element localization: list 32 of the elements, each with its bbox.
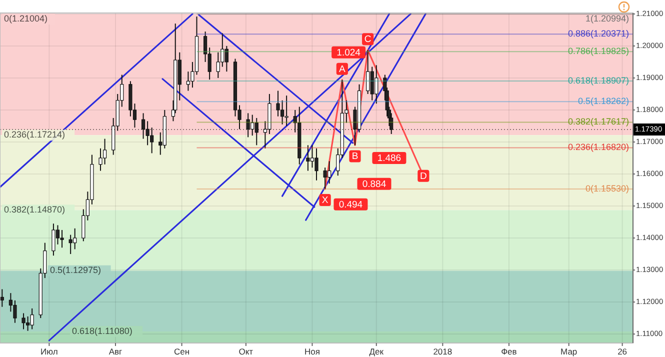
x-tick-label: Июл <box>40 346 58 356</box>
ref-line-label: 0(1.15530) <box>585 183 629 194</box>
ref-line-label: 0.886(1.20371) <box>568 28 629 38</box>
x-tick-label: Дек <box>369 346 384 356</box>
ref-line-label: 0.382(1.17617) <box>568 116 629 127</box>
x-tick-label: Сен <box>174 346 190 356</box>
annotation: B <box>352 151 358 162</box>
x-tick-label: 2018 <box>433 346 452 356</box>
band-label: 0(1.21004) <box>4 13 48 24</box>
band-label: 0.5(1.12975) <box>50 265 102 276</box>
x-tick-label: Ноя <box>304 346 320 356</box>
band-label: 0.382(1.14870) <box>4 204 66 215</box>
x-tick-label: Окт <box>238 346 254 356</box>
band-label: 0.236(1.17214) <box>4 130 66 140</box>
annotation: 0.884 <box>362 178 386 190</box>
x-tick-label: Мар <box>560 346 578 356</box>
annotation: 1.486 <box>377 153 402 164</box>
annotation: X <box>322 195 329 206</box>
ref-line-label: 0.5(1.18262) <box>578 96 629 106</box>
annotation: 0.494 <box>338 199 363 210</box>
x-tick-label: 26 <box>618 346 628 356</box>
annotation: D <box>420 170 427 182</box>
ref-line-label: 1(1.20994) <box>585 13 629 24</box>
x-tick-label: Авг <box>108 346 122 356</box>
band-label: 0.618(1.11080) <box>72 326 132 336</box>
ref-line-label: 0.786(1.19825) <box>568 46 629 56</box>
annotation: 1.024 <box>336 47 360 58</box>
x-tick-label: Фев <box>501 346 518 356</box>
ref-line-label: 0.236(1.16820) <box>568 142 629 152</box>
ref-line-label: 0.618(1.18907) <box>568 75 629 86</box>
annotation: A <box>338 64 346 75</box>
annotation: C <box>364 34 372 46</box>
